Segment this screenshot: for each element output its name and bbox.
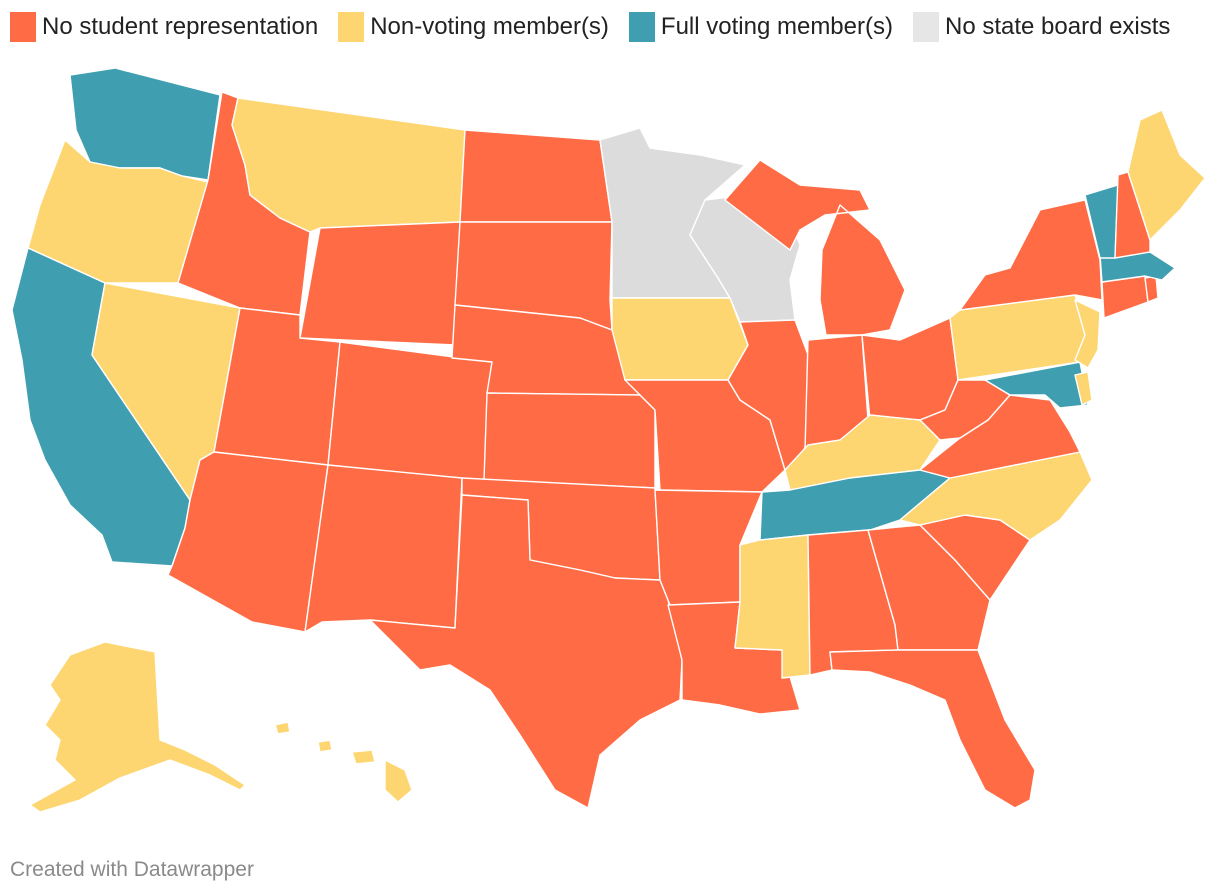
legend-item-non-voting: Non-voting member(s) [338, 12, 609, 42]
state-wy[interactable] [299, 221, 461, 346]
legend-label-full-voting: Full voting member(s) [660, 13, 893, 40]
state-ct[interactable] [1101, 275, 1149, 319]
credit-text: Created with Datawrapper [10, 858, 254, 881]
legend-label-non-voting: Non-voting member(s) [370, 13, 609, 40]
state-de[interactable] [1074, 371, 1093, 406]
state-ny[interactable] [959, 199, 1103, 311]
state-ks[interactable] [483, 392, 656, 489]
legend-label-no-representation: No student representation [42, 13, 319, 40]
state-hi[interactable] [274, 721, 413, 803]
state-oh[interactable] [861, 317, 959, 421]
legend-swatch-no-board [912, 12, 939, 42]
state-fl[interactable] [829, 649, 1036, 809]
state-mi[interactable] [724, 159, 906, 336]
state-tx[interactable] [369, 494, 683, 809]
state-nm[interactable] [304, 464, 463, 633]
state-co[interactable] [327, 341, 493, 484]
legend-item-no-board: No state board exists [912, 12, 1171, 42]
state-nh[interactable] [1114, 171, 1151, 259]
legend-item-full-voting: Full voting member(s) [628, 12, 893, 42]
legend-item-no-representation: No student representation [10, 12, 318, 42]
us-map [11, 67, 1206, 813]
state-nj[interactable] [1074, 299, 1101, 369]
state-nd[interactable] [459, 129, 613, 223]
state-ak[interactable] [29, 641, 246, 813]
legend-swatch-no-representation [10, 12, 36, 42]
state-me[interactable] [1127, 109, 1206, 241]
state-ri[interactable] [1144, 275, 1159, 303]
legend-swatch-full-voting [628, 12, 655, 42]
state-ia[interactable] [611, 297, 749, 381]
legend: No student representation Non-voting mem… [10, 12, 1190, 42]
legend-swatch-non-voting [338, 12, 365, 42]
legend-label-no-board: No state board exists [944, 13, 1171, 40]
